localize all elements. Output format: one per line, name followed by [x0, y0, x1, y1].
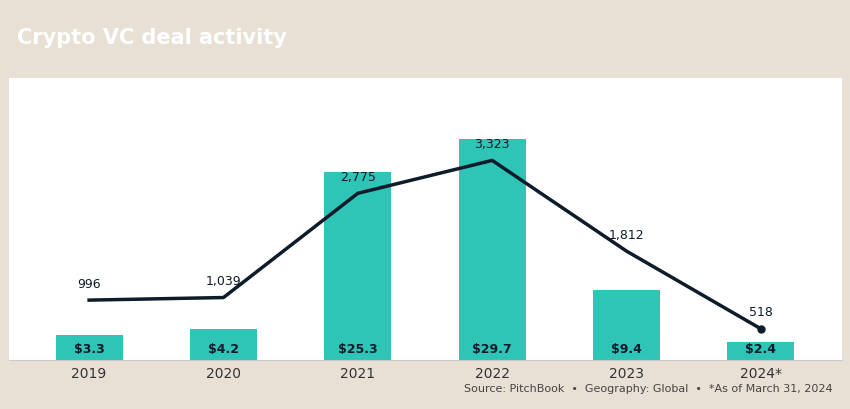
Bar: [459, 139, 526, 360]
Bar: [728, 342, 795, 360]
Text: 1,039: 1,039: [206, 275, 241, 288]
Text: 1,812: 1,812: [609, 229, 644, 241]
Text: 996: 996: [77, 278, 101, 290]
Text: $3.3: $3.3: [74, 343, 105, 356]
Text: $25.3: $25.3: [338, 343, 377, 356]
Bar: [55, 335, 122, 360]
Text: $4.2: $4.2: [208, 343, 239, 356]
Text: $2.4: $2.4: [745, 343, 776, 356]
Bar: [190, 329, 257, 360]
Bar: [593, 290, 660, 360]
Text: Crypto VC deal activity: Crypto VC deal activity: [17, 28, 286, 48]
Text: 518: 518: [749, 306, 773, 319]
Text: 3,323: 3,323: [474, 138, 510, 151]
Bar: [324, 172, 391, 360]
Text: Source: PitchBook  •  Geography: Global  •  *As of March 31, 2024: Source: PitchBook • Geography: Global • …: [464, 384, 833, 393]
Text: 2,775: 2,775: [340, 171, 376, 184]
Text: $29.7: $29.7: [473, 343, 512, 356]
Text: $9.4: $9.4: [611, 343, 642, 356]
